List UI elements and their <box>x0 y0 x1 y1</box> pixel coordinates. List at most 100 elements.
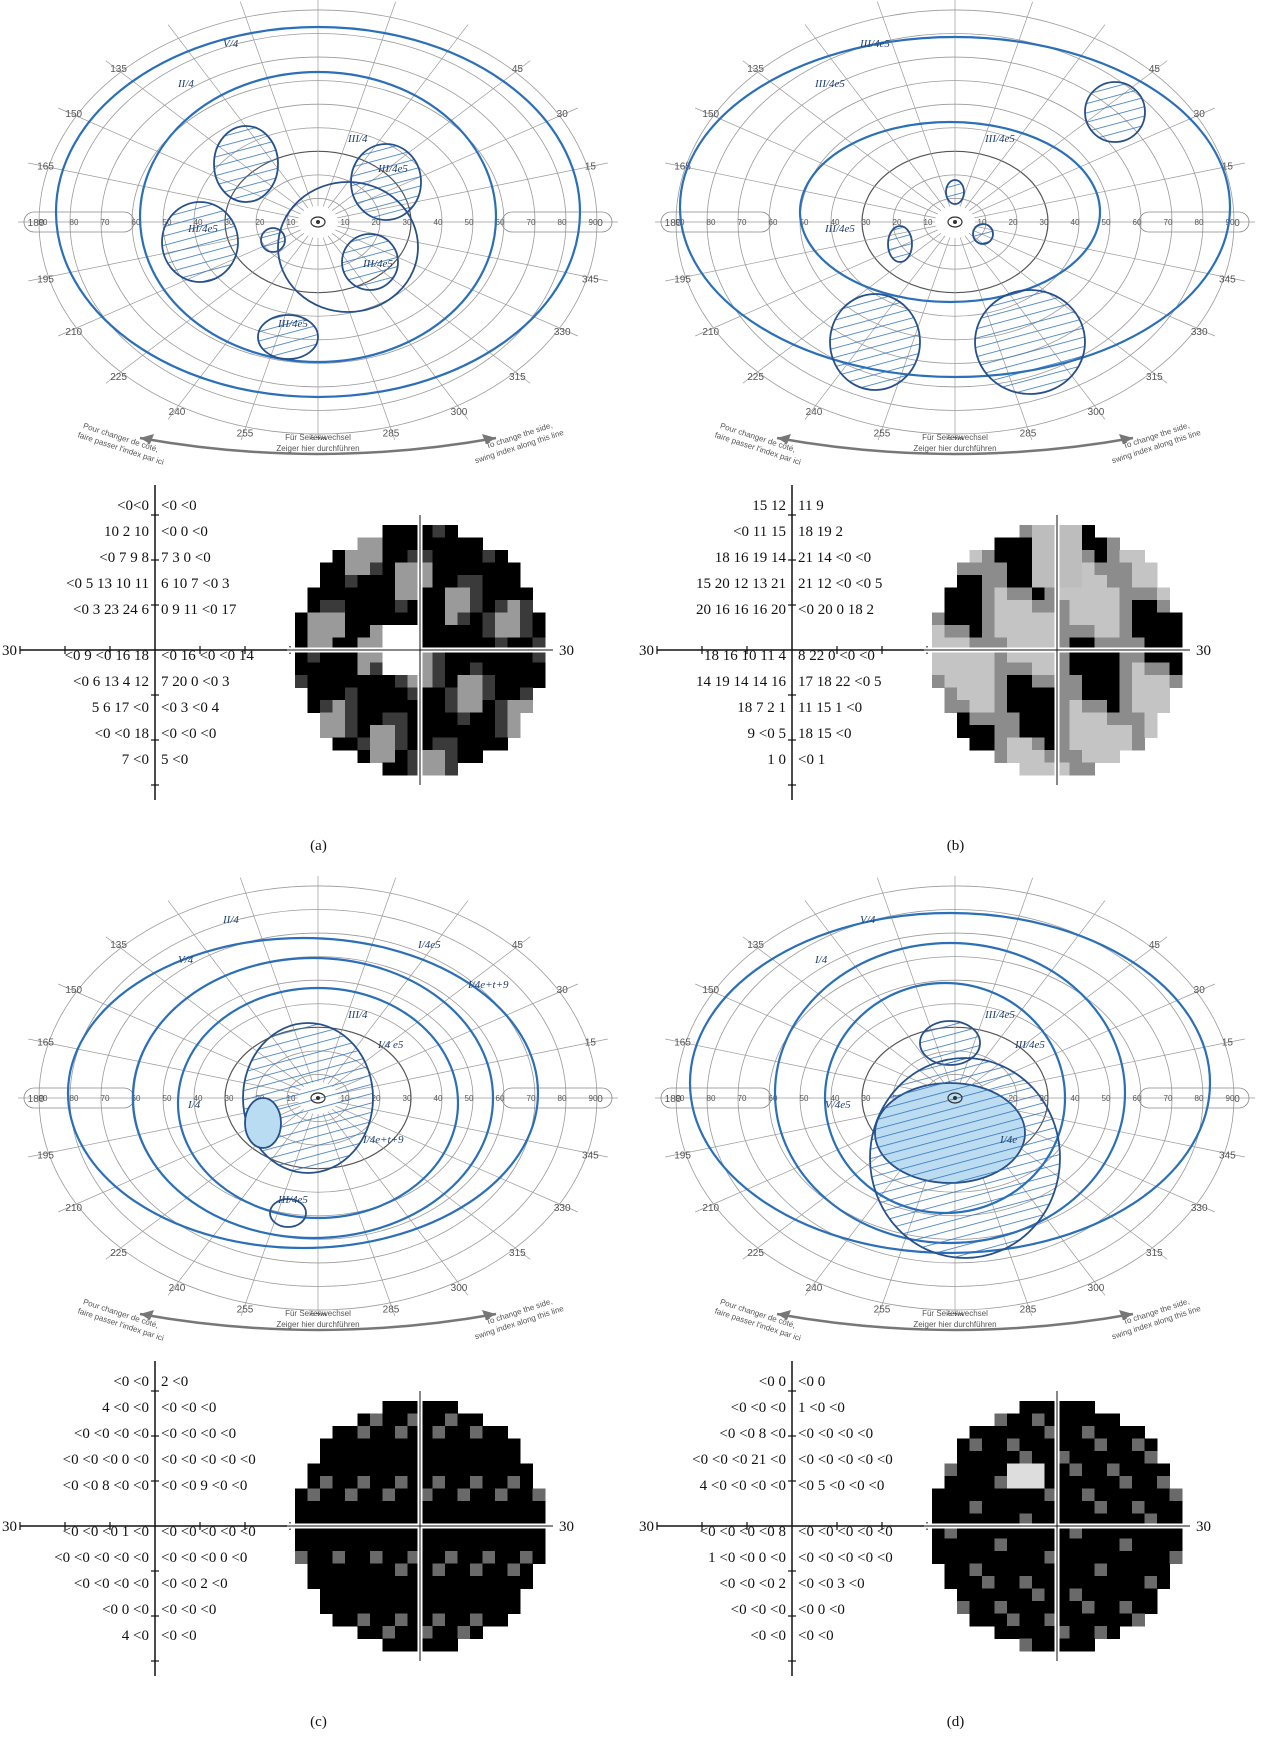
map-cell <box>944 587 958 601</box>
map-cell <box>395 1638 408 1652</box>
map-cell <box>345 1451 358 1464</box>
map-cell <box>482 1463 496 1477</box>
isopter-label: III/4e5 <box>187 223 218 235</box>
map-cell <box>532 612 546 626</box>
map-cell <box>407 687 421 701</box>
map-cell <box>407 537 421 551</box>
isopter-label: III/4e5 <box>984 1009 1015 1021</box>
map-cell <box>370 662 383 676</box>
map-cell <box>320 1601 333 1614</box>
map-cell <box>420 762 433 776</box>
meridian-label: 270 <box>310 436 327 447</box>
map-cell <box>1044 737 1058 751</box>
map-cell <box>1032 1576 1045 1589</box>
map-cell <box>345 650 358 663</box>
map-cell <box>1144 1488 1158 1502</box>
map-cell <box>495 712 508 726</box>
map-cell <box>395 1576 408 1589</box>
map-cell <box>395 650 408 663</box>
map-cell <box>1044 537 1058 551</box>
map-cell <box>969 650 983 663</box>
map-cell <box>395 637 408 651</box>
map-cell <box>445 737 458 751</box>
map-cell <box>345 637 358 651</box>
map-cell <box>482 1588 496 1602</box>
map-cell <box>432 737 446 751</box>
map-cell <box>982 1476 995 1489</box>
map-cell <box>1057 1638 1070 1652</box>
map-cell <box>982 562 995 576</box>
map-cell <box>407 1588 421 1602</box>
map-cell <box>1032 575 1045 588</box>
map-cell <box>420 700 433 713</box>
threshold-row-left: 9 <0 5 <box>748 726 786 742</box>
threshold-row-right: 0 9 11 <0 17 <box>161 602 237 618</box>
meridian-line <box>665 1038 936 1095</box>
map-cell <box>370 1501 383 1514</box>
map-cell <box>407 762 421 776</box>
map-cell <box>944 1538 958 1552</box>
map-cell <box>1069 1513 1083 1527</box>
map-cell <box>382 1451 396 1464</box>
map-cell <box>432 1501 446 1514</box>
map-cell <box>982 1613 995 1627</box>
meridian-line <box>964 900 1106 1085</box>
map-cell <box>320 700 333 713</box>
map-cell <box>1044 1638 1058 1652</box>
eccentricity-label: 10 <box>924 218 933 227</box>
map-cell <box>1069 575 1083 588</box>
map-cell <box>507 700 521 713</box>
map-cell <box>1157 1513 1170 1527</box>
map-cell <box>345 1563 358 1577</box>
eccentricity-label: 10 <box>287 218 296 227</box>
map-cell <box>957 637 970 651</box>
map-cell <box>1119 1426 1133 1439</box>
map-cell <box>982 725 995 738</box>
map-cell <box>432 687 446 701</box>
map-cell <box>957 687 970 701</box>
map-cell <box>445 1426 458 1439</box>
map-cell <box>932 650 945 663</box>
map-cell <box>1082 712 1095 726</box>
map-cell <box>495 675 508 688</box>
eccentricity-label: 30 <box>1040 218 1049 227</box>
meridian-line <box>335 983 578 1091</box>
map-cell <box>1019 1626 1033 1639</box>
map-cell <box>507 712 521 726</box>
map-cell <box>1132 1488 1145 1502</box>
map-cell <box>482 575 496 588</box>
meridian-label: 345 <box>1219 1150 1236 1161</box>
map-cell <box>1119 700 1133 713</box>
threshold-row-left: 10 2 10 <box>104 524 149 540</box>
map-cell <box>345 1551 358 1564</box>
meridian-line <box>972 107 1215 215</box>
threshold-row-left: <0 <0 <box>750 1628 786 1644</box>
map-cell <box>1119 1613 1133 1627</box>
scotoma-region <box>341 233 399 291</box>
map-cell <box>1057 1626 1070 1639</box>
map-cell <box>345 712 358 726</box>
map-cell <box>357 637 371 651</box>
threshold-row-left: <0 <0 <0 1 <0 <box>63 1524 149 1540</box>
map-cell <box>382 662 396 676</box>
meridian-label: 180 <box>28 1094 45 1105</box>
map-cell <box>457 1488 471 1502</box>
map-cell <box>432 637 446 651</box>
map-cell <box>470 1413 483 1427</box>
isopter-label: I/4 e5 <box>377 1039 404 1051</box>
map-cell <box>982 737 995 751</box>
map-cell <box>1144 1576 1158 1589</box>
goldmann-perimetry-chart: 1351501651801952102252402552702853003153… <box>18 876 618 1343</box>
meridian-label: 225 <box>747 372 764 383</box>
map-cell <box>1119 1438 1133 1452</box>
map-cell <box>1119 1601 1133 1614</box>
map-cell <box>470 1501 483 1514</box>
panel-caption: (a) <box>310 838 327 854</box>
map-cell <box>1044 1488 1058 1502</box>
map-cell <box>1107 1613 1120 1627</box>
map-cell <box>445 637 458 651</box>
map-cell <box>1044 1576 1058 1589</box>
map-cell <box>1157 1551 1170 1564</box>
map-cell <box>1132 700 1145 713</box>
map-cell <box>1019 575 1033 588</box>
